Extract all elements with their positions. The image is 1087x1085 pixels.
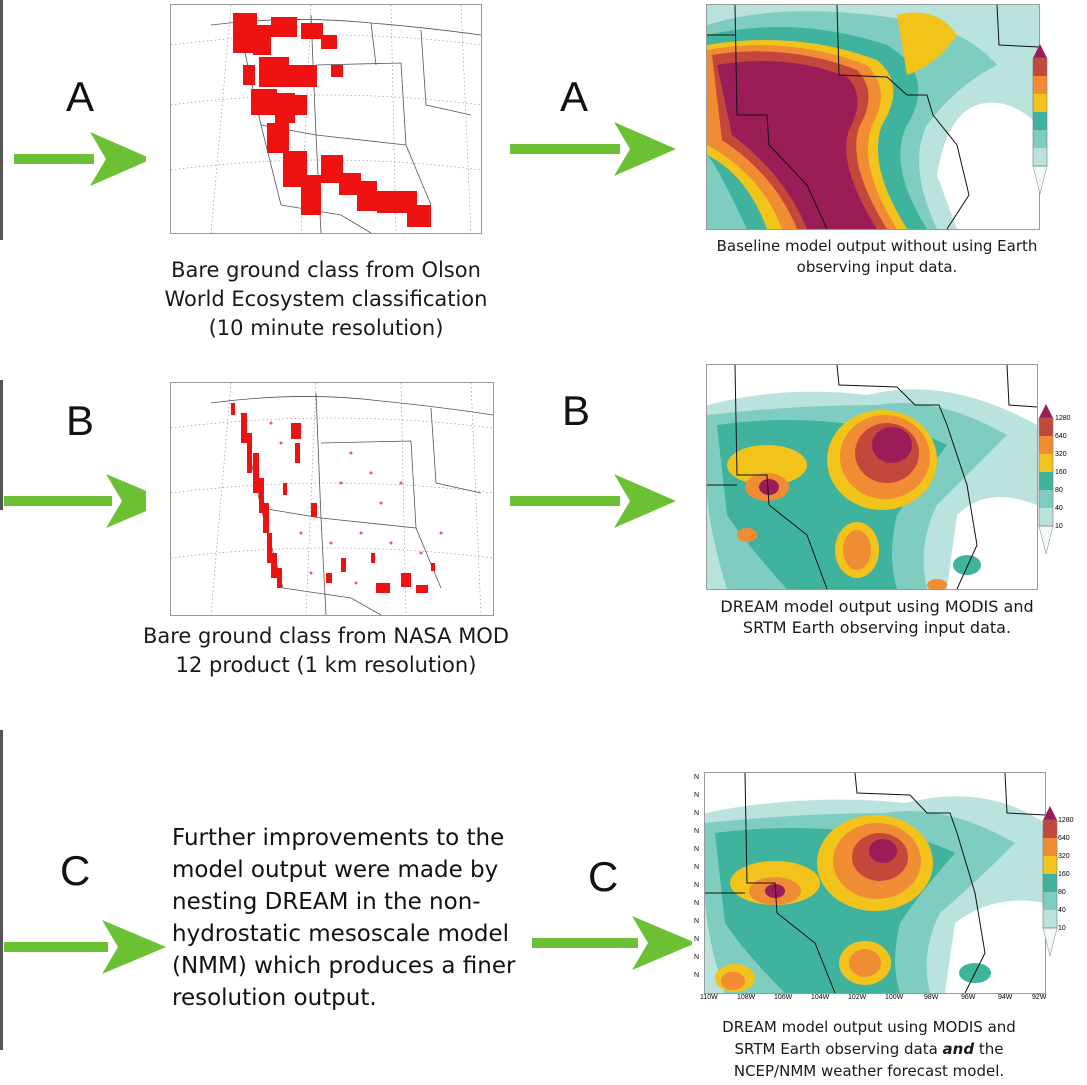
arrow-right-icon xyxy=(510,122,676,176)
row-b-left-letter: B xyxy=(66,397,95,444)
legend-label: 10 xyxy=(1055,523,1063,530)
row-c-right-letter: C xyxy=(588,853,619,900)
lon-label: 104W xyxy=(811,994,830,1001)
legend-label: 320 xyxy=(1055,451,1067,458)
modis-map xyxy=(170,382,494,616)
caption-emphasis: and xyxy=(942,1040,975,1058)
dream-nmm-map xyxy=(704,772,1046,994)
legend-label: 160 xyxy=(1058,871,1070,878)
text-line: Further improvements to the xyxy=(172,825,505,851)
legend-label: 40 xyxy=(1055,505,1063,512)
lon-label: 106W xyxy=(774,994,793,1001)
lat-label: N xyxy=(694,864,700,871)
row-a-left-letter: A xyxy=(66,73,95,120)
olson-map-panel: Bare ground class from Olson World Ecosy… xyxy=(146,0,506,345)
legend-label: 640 xyxy=(1055,433,1067,440)
dream-modis-caption: DREAM model output using MODIS and SRTM … xyxy=(692,596,1062,638)
lon-label: 100W xyxy=(885,994,904,1001)
lat-label: N xyxy=(694,936,700,943)
caption-line: 12 product (1 km resolution) xyxy=(175,653,477,677)
row-a-right-letter: A xyxy=(560,73,589,120)
caption-line: Bare ground class from Olson xyxy=(171,258,481,282)
caption-text: the xyxy=(974,1040,1004,1058)
caption-text: SRTM Earth observing data xyxy=(734,1040,943,1058)
modis-caption: Bare ground class from NASA MOD 12 produ… xyxy=(136,622,516,680)
arrow-right-icon xyxy=(14,132,152,186)
dream-nmm-legend xyxy=(1042,806,1058,957)
dream-modis-panel: 1280 640 320 160 80 40 10 DREAM model ou… xyxy=(702,360,1071,652)
baseline-output-map xyxy=(706,4,1040,230)
row-c-left-letter: C xyxy=(60,847,91,894)
lon-label: 94W xyxy=(998,994,1013,1001)
dream-modis-map xyxy=(706,364,1038,590)
arrow-right-icon xyxy=(4,920,166,974)
caption-line: SRTM Earth observing data and the xyxy=(684,1038,1054,1060)
text-line: (NMM) which produces a finer xyxy=(172,953,516,979)
arrow-right-icon xyxy=(532,916,696,970)
baseline-output-panel: Baseline model output without using Eart… xyxy=(702,0,1066,290)
row-b-right-letter: B xyxy=(562,387,591,434)
caption-line: observing input data. xyxy=(796,258,958,276)
legend-label: 160 xyxy=(1055,469,1067,476)
left-edge-mark xyxy=(0,730,3,1050)
arrow-right-icon xyxy=(4,474,170,528)
legend-label: 640 xyxy=(1058,835,1070,842)
lat-label: N xyxy=(694,954,700,961)
lon-label: 108W xyxy=(737,994,756,1001)
legend-label: 40 xyxy=(1058,907,1066,914)
lon-label: 110W xyxy=(700,994,718,1001)
lat-label: N xyxy=(694,918,700,925)
left-edge-mark xyxy=(0,380,3,510)
lon-label: 98W xyxy=(924,994,939,1001)
baseline-legend xyxy=(1032,44,1048,195)
caption-line: World Ecosystem classification xyxy=(164,287,488,311)
caption-line: Bare ground class from NASA MOD xyxy=(142,624,510,648)
lat-label: N xyxy=(694,882,700,889)
text-line: model output were made by xyxy=(172,857,499,883)
olson-map xyxy=(170,4,482,234)
lat-label: N xyxy=(694,972,700,979)
lat-label: N xyxy=(694,792,700,799)
caption-line: SRTM Earth observing input data. xyxy=(742,618,1012,637)
caption-line: (10 minute resolution) xyxy=(208,316,444,340)
text-line: nesting DREAM in the non- xyxy=(172,889,481,915)
legend-label: 80 xyxy=(1055,487,1063,494)
legend-label: 1280 xyxy=(1055,415,1071,422)
caption-line: DREAM model output using MODIS and xyxy=(720,597,1034,616)
left-edge-mark xyxy=(0,0,3,240)
lat-label: N xyxy=(694,828,700,835)
olson-caption: Bare ground class from Olson World Ecosy… xyxy=(146,256,506,343)
dream-nmm-caption: DREAM model output using MODIS and SRTM … xyxy=(684,1016,1054,1082)
legend-label: 10 xyxy=(1058,925,1066,932)
further-improvements-text: Further improvements to the model output… xyxy=(172,822,532,1014)
lon-label: 102W xyxy=(848,994,867,1001)
lat-label: N xyxy=(694,810,700,817)
lon-label: 96W xyxy=(961,994,976,1001)
lat-label: N xyxy=(694,900,700,907)
legend-label: 1280 xyxy=(1058,817,1074,824)
caption-line: NCEP/NMM weather forecast model. xyxy=(733,1062,1005,1080)
legend-label: 320 xyxy=(1058,853,1070,860)
dream-nmm-panel: N N N N N N N N N N N N xyxy=(692,766,1074,1085)
text-line: hydrostatic mesoscale model xyxy=(172,921,510,947)
legend-label: 80 xyxy=(1058,889,1066,896)
modis-map-panel: Bare ground class from NASA MOD 12 produ… xyxy=(143,372,510,694)
arrow-right-icon xyxy=(510,474,676,528)
caption-line: DREAM model output using MODIS and xyxy=(722,1018,1016,1036)
lat-label: N xyxy=(694,846,700,853)
lat-label: N xyxy=(694,774,700,781)
baseline-caption: Baseline model output without using Eart… xyxy=(692,236,1062,278)
lon-label: 92W xyxy=(1032,994,1047,1001)
text-line: resolution output. xyxy=(172,985,377,1011)
caption-line: Baseline model output without using Eart… xyxy=(716,237,1038,255)
dream-modis-legend xyxy=(1038,404,1054,555)
